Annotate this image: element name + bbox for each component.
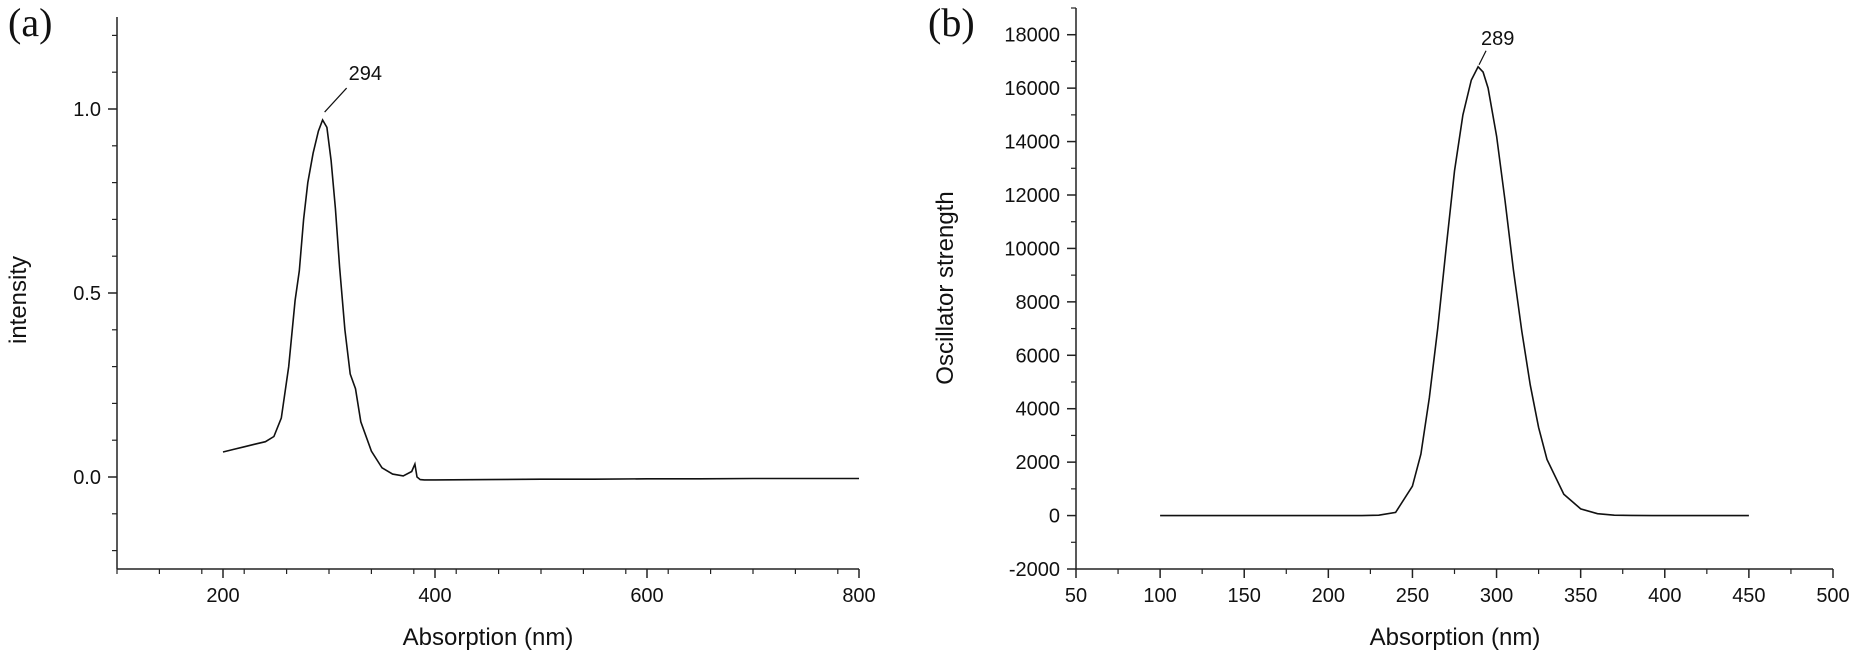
y-tick-label-b: 14000: [1004, 132, 1060, 154]
y-tick-label-b: 4000: [1016, 399, 1061, 421]
y-tick-label-b: -2000: [1009, 559, 1060, 581]
panel-label-b: (b): [928, 0, 975, 45]
y-tick-label-b: 2000: [1016, 452, 1061, 474]
y-tick-label-b: 18000: [1004, 25, 1060, 47]
y-tick-label-b: 8000: [1016, 292, 1061, 314]
x-tick-label-b: 150: [1228, 585, 1261, 607]
series-line-b: [1160, 65, 1749, 517]
annotation-leader-b: [1478, 50, 1487, 66]
panel-label-a: (a): [8, 0, 52, 45]
x-tick-label-b: 50: [1065, 585, 1087, 607]
x-tick-label-b: 450: [1732, 585, 1765, 607]
annotation-289: 289: [1481, 28, 1514, 50]
x-tick-label-b: 250: [1396, 585, 1429, 607]
x-axis-label-b: Absorption (nm): [1370, 624, 1541, 651]
y-tick-label-b: 0: [1049, 506, 1060, 528]
annotation-294: 294: [349, 63, 382, 85]
x-ticks-b: 50 100 150 200 250 300 350 400 450 500: [1065, 569, 1850, 607]
x-tick-label-a: 800: [842, 585, 875, 607]
x-tick-label-a: 600: [630, 585, 663, 607]
y-ticks-a: 0.0 0.5 1.0: [73, 34, 117, 552]
y-ticks-b: -2000 0 2000 4000 6000 8000 10000 12000 14000 160…: [1004, 7, 1076, 581]
y-tick-label-a: 0.0: [73, 467, 101, 489]
x-tick-label-b: 100: [1143, 585, 1176, 607]
y-tick-label-b: 6000: [1016, 345, 1061, 367]
y-tick-label-b: 12000: [1004, 185, 1060, 207]
x-tick-label-b: 400: [1648, 585, 1681, 607]
x-tick-label-b: 200: [1312, 585, 1345, 607]
x-tick-label-b: 500: [1816, 585, 1849, 607]
y-tick-label-a: 1.0: [73, 99, 101, 121]
x-tick-label-a: 200: [206, 585, 239, 607]
x-tick-label-b: 300: [1480, 585, 1513, 607]
x-tick-label-a: 400: [418, 585, 451, 607]
y-tick-label-b: 16000: [1004, 78, 1060, 100]
x-axis-label-a: Absorption (nm): [403, 624, 574, 651]
series-line-a: [222, 118, 859, 481]
x-tick-label-b: 350: [1564, 585, 1597, 607]
y-tick-label-a: 0.5: [73, 283, 101, 305]
annotation-leader-a: [324, 87, 348, 113]
y-axis-label-b: Oscillator strength: [932, 191, 959, 384]
panel-a: (a) 200 400 600 800 0.0 0.5 1.0 294 Absorptio…: [5, 0, 876, 651]
y-axis-label-a: intensity: [5, 256, 32, 344]
x-ticks-a: 200 400 600 800: [116, 569, 876, 607]
panel-b: (b) 50 100 150 200 250 300 350 400 450 500 -2000 0…: [928, 0, 1850, 651]
y-tick-label-b: 10000: [1004, 238, 1060, 260]
